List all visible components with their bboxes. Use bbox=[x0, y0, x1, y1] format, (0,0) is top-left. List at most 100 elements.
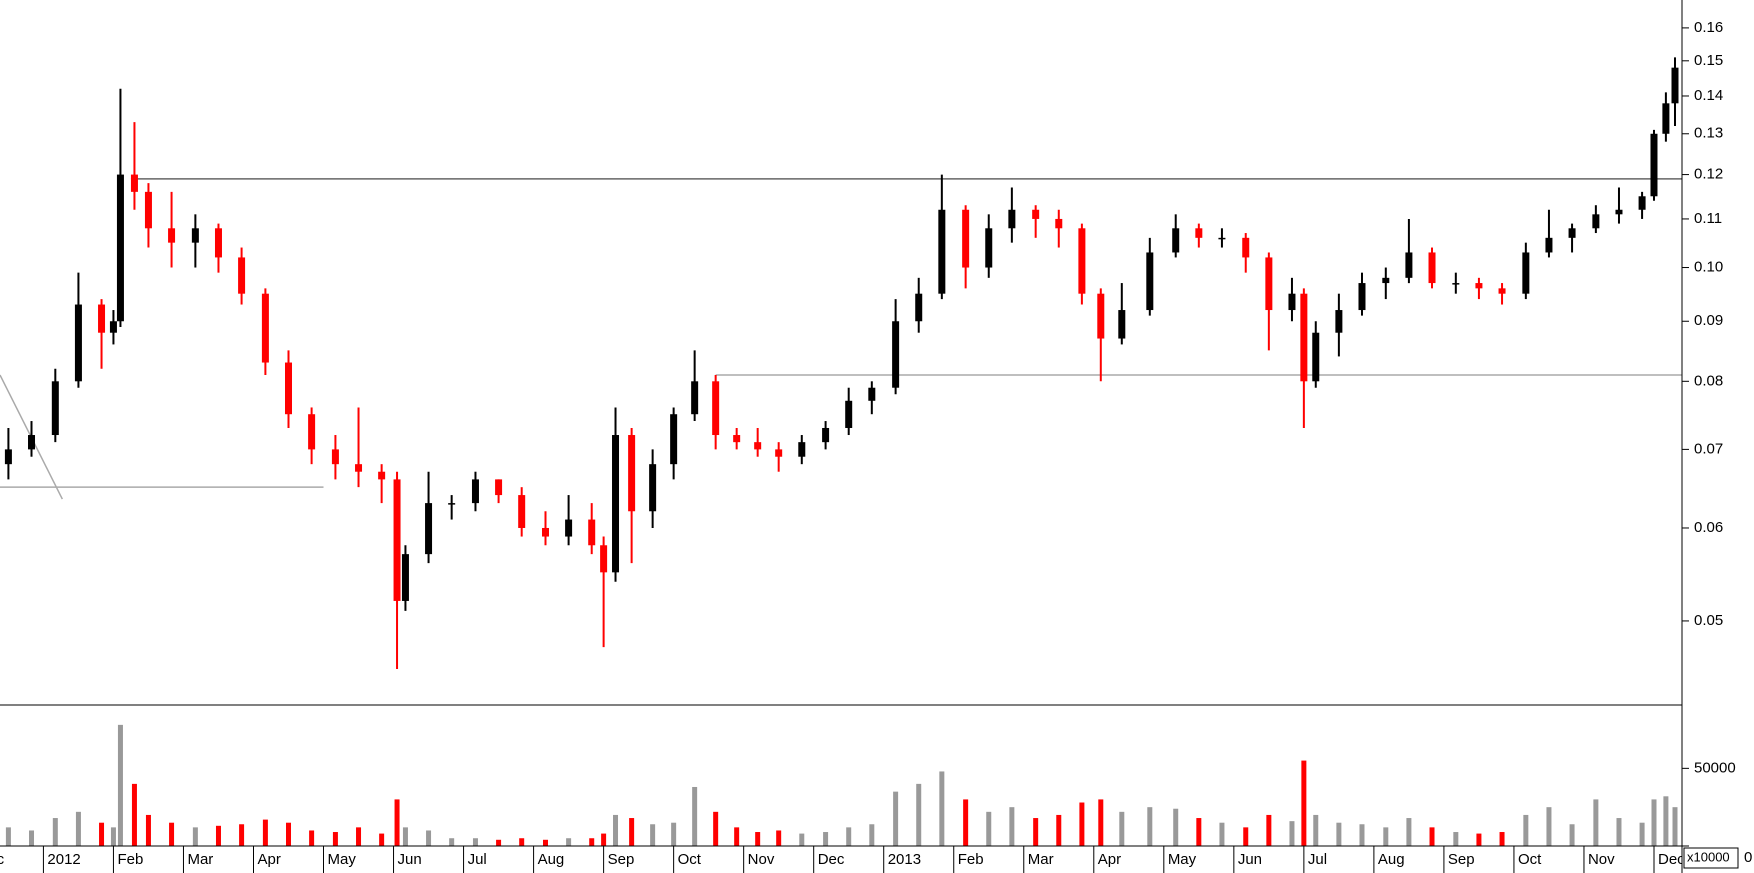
volume-bar bbox=[145, 814, 151, 846]
volume-bar bbox=[1383, 827, 1389, 846]
candle-body bbox=[1568, 228, 1576, 238]
candle-body bbox=[1218, 237, 1226, 240]
volume-bar bbox=[1639, 822, 1645, 846]
candle-body bbox=[144, 191, 152, 229]
volume-bar bbox=[1651, 799, 1657, 846]
candle-body bbox=[4, 449, 12, 465]
x-tick-label: Dec bbox=[818, 851, 845, 868]
candle-body bbox=[1452, 283, 1460, 285]
volume-bar bbox=[1079, 802, 1085, 846]
x-tick-label: Aug bbox=[1378, 851, 1405, 868]
volume-bar bbox=[309, 830, 315, 846]
x-tick-label: Jun bbox=[398, 851, 422, 868]
candle-body bbox=[868, 387, 876, 401]
y-tick-label: 0.13 bbox=[1694, 125, 1723, 142]
volume-bar bbox=[692, 786, 698, 846]
candle-body bbox=[1032, 209, 1040, 219]
candle-body bbox=[518, 495, 526, 528]
volume-bar bbox=[755, 832, 761, 846]
volume-bar bbox=[117, 724, 123, 846]
x-tick-label: Jun bbox=[1238, 851, 1262, 868]
x-tick-label: Nov bbox=[748, 851, 775, 868]
candle-body bbox=[612, 435, 620, 573]
candle-body bbox=[1522, 252, 1530, 294]
volume-bar bbox=[566, 838, 572, 846]
candle-body bbox=[712, 381, 720, 436]
volume-bar bbox=[1056, 814, 1062, 846]
candle-body bbox=[308, 414, 316, 450]
volume-bar bbox=[1523, 814, 1529, 846]
volume-bar bbox=[356, 827, 362, 846]
candle-body bbox=[775, 449, 783, 457]
y-tick-label: 0.12 bbox=[1694, 166, 1723, 183]
volume-bar bbox=[869, 824, 875, 846]
volume-bar bbox=[1147, 807, 1153, 846]
volume-bar bbox=[5, 827, 11, 846]
candle-body bbox=[1498, 288, 1506, 294]
volume-bar bbox=[1499, 832, 1505, 846]
candle-body bbox=[1358, 283, 1366, 311]
volume-bar bbox=[75, 811, 81, 846]
candle-body bbox=[962, 209, 970, 268]
candle-body bbox=[1428, 252, 1436, 284]
y-tick-label: 0.16 bbox=[1694, 19, 1723, 36]
volume-bar bbox=[589, 838, 595, 846]
candle-body bbox=[116, 174, 124, 322]
candle-body bbox=[798, 442, 806, 457]
volume-bar bbox=[1593, 799, 1599, 846]
candle-body bbox=[74, 304, 82, 382]
x-tick-label: Nov bbox=[1588, 851, 1615, 868]
volume-bar bbox=[776, 830, 782, 846]
volume-bar bbox=[1219, 822, 1225, 846]
x-tick-label: Apr bbox=[257, 851, 280, 868]
candle-body bbox=[1055, 218, 1063, 229]
volume-bar bbox=[262, 819, 268, 846]
candle-body bbox=[285, 362, 293, 415]
volume-bar bbox=[402, 827, 408, 846]
volume-bar bbox=[379, 833, 385, 846]
candle-body bbox=[168, 228, 176, 243]
candle-body bbox=[733, 435, 741, 443]
candle-body bbox=[28, 435, 36, 450]
volume-bar bbox=[650, 824, 656, 846]
x-tick-label: May bbox=[328, 851, 357, 868]
volume-bar bbox=[671, 822, 677, 846]
x-tick-label: Jul bbox=[468, 851, 487, 868]
volume-bar bbox=[963, 799, 969, 846]
candle-body bbox=[471, 479, 479, 504]
candle-body bbox=[628, 435, 636, 512]
x-tick-label: May bbox=[1168, 851, 1197, 868]
volume-bar bbox=[846, 827, 852, 846]
candle-body bbox=[1650, 133, 1658, 197]
volume-bar bbox=[1033, 818, 1039, 846]
volume-bar bbox=[1009, 807, 1015, 846]
y-tick-label: 0.11 bbox=[1694, 210, 1722, 227]
x-tick-label: 2012 bbox=[47, 851, 80, 868]
candle-body bbox=[1265, 257, 1273, 311]
candle-body bbox=[691, 381, 699, 415]
volume-bar bbox=[916, 783, 922, 846]
volume-bar bbox=[601, 833, 607, 846]
x-tick-label: Jul bbox=[1308, 851, 1327, 868]
candle-body bbox=[238, 257, 246, 294]
x-tick-label: Dec bbox=[0, 851, 5, 868]
candle-body bbox=[425, 503, 433, 555]
x-tick-label: Dec bbox=[1658, 851, 1685, 868]
candle-body bbox=[541, 527, 549, 537]
candle-body bbox=[1097, 293, 1105, 339]
volume-bar bbox=[1119, 811, 1125, 846]
candle-body bbox=[1592, 214, 1600, 229]
volume-bar bbox=[1616, 818, 1622, 846]
candle-body bbox=[845, 400, 853, 428]
unit-label: x10000 bbox=[1687, 849, 1730, 864]
volume-bar bbox=[713, 811, 719, 846]
volume-bar bbox=[472, 838, 478, 846]
candle-body bbox=[401, 554, 409, 601]
volume-bar bbox=[1429, 827, 1435, 846]
candle-body bbox=[1146, 252, 1154, 311]
candle-body bbox=[355, 464, 363, 472]
candle-body bbox=[600, 545, 608, 573]
volume-bar bbox=[629, 818, 635, 846]
candle-body bbox=[1382, 277, 1390, 284]
volume-bar bbox=[519, 838, 525, 846]
